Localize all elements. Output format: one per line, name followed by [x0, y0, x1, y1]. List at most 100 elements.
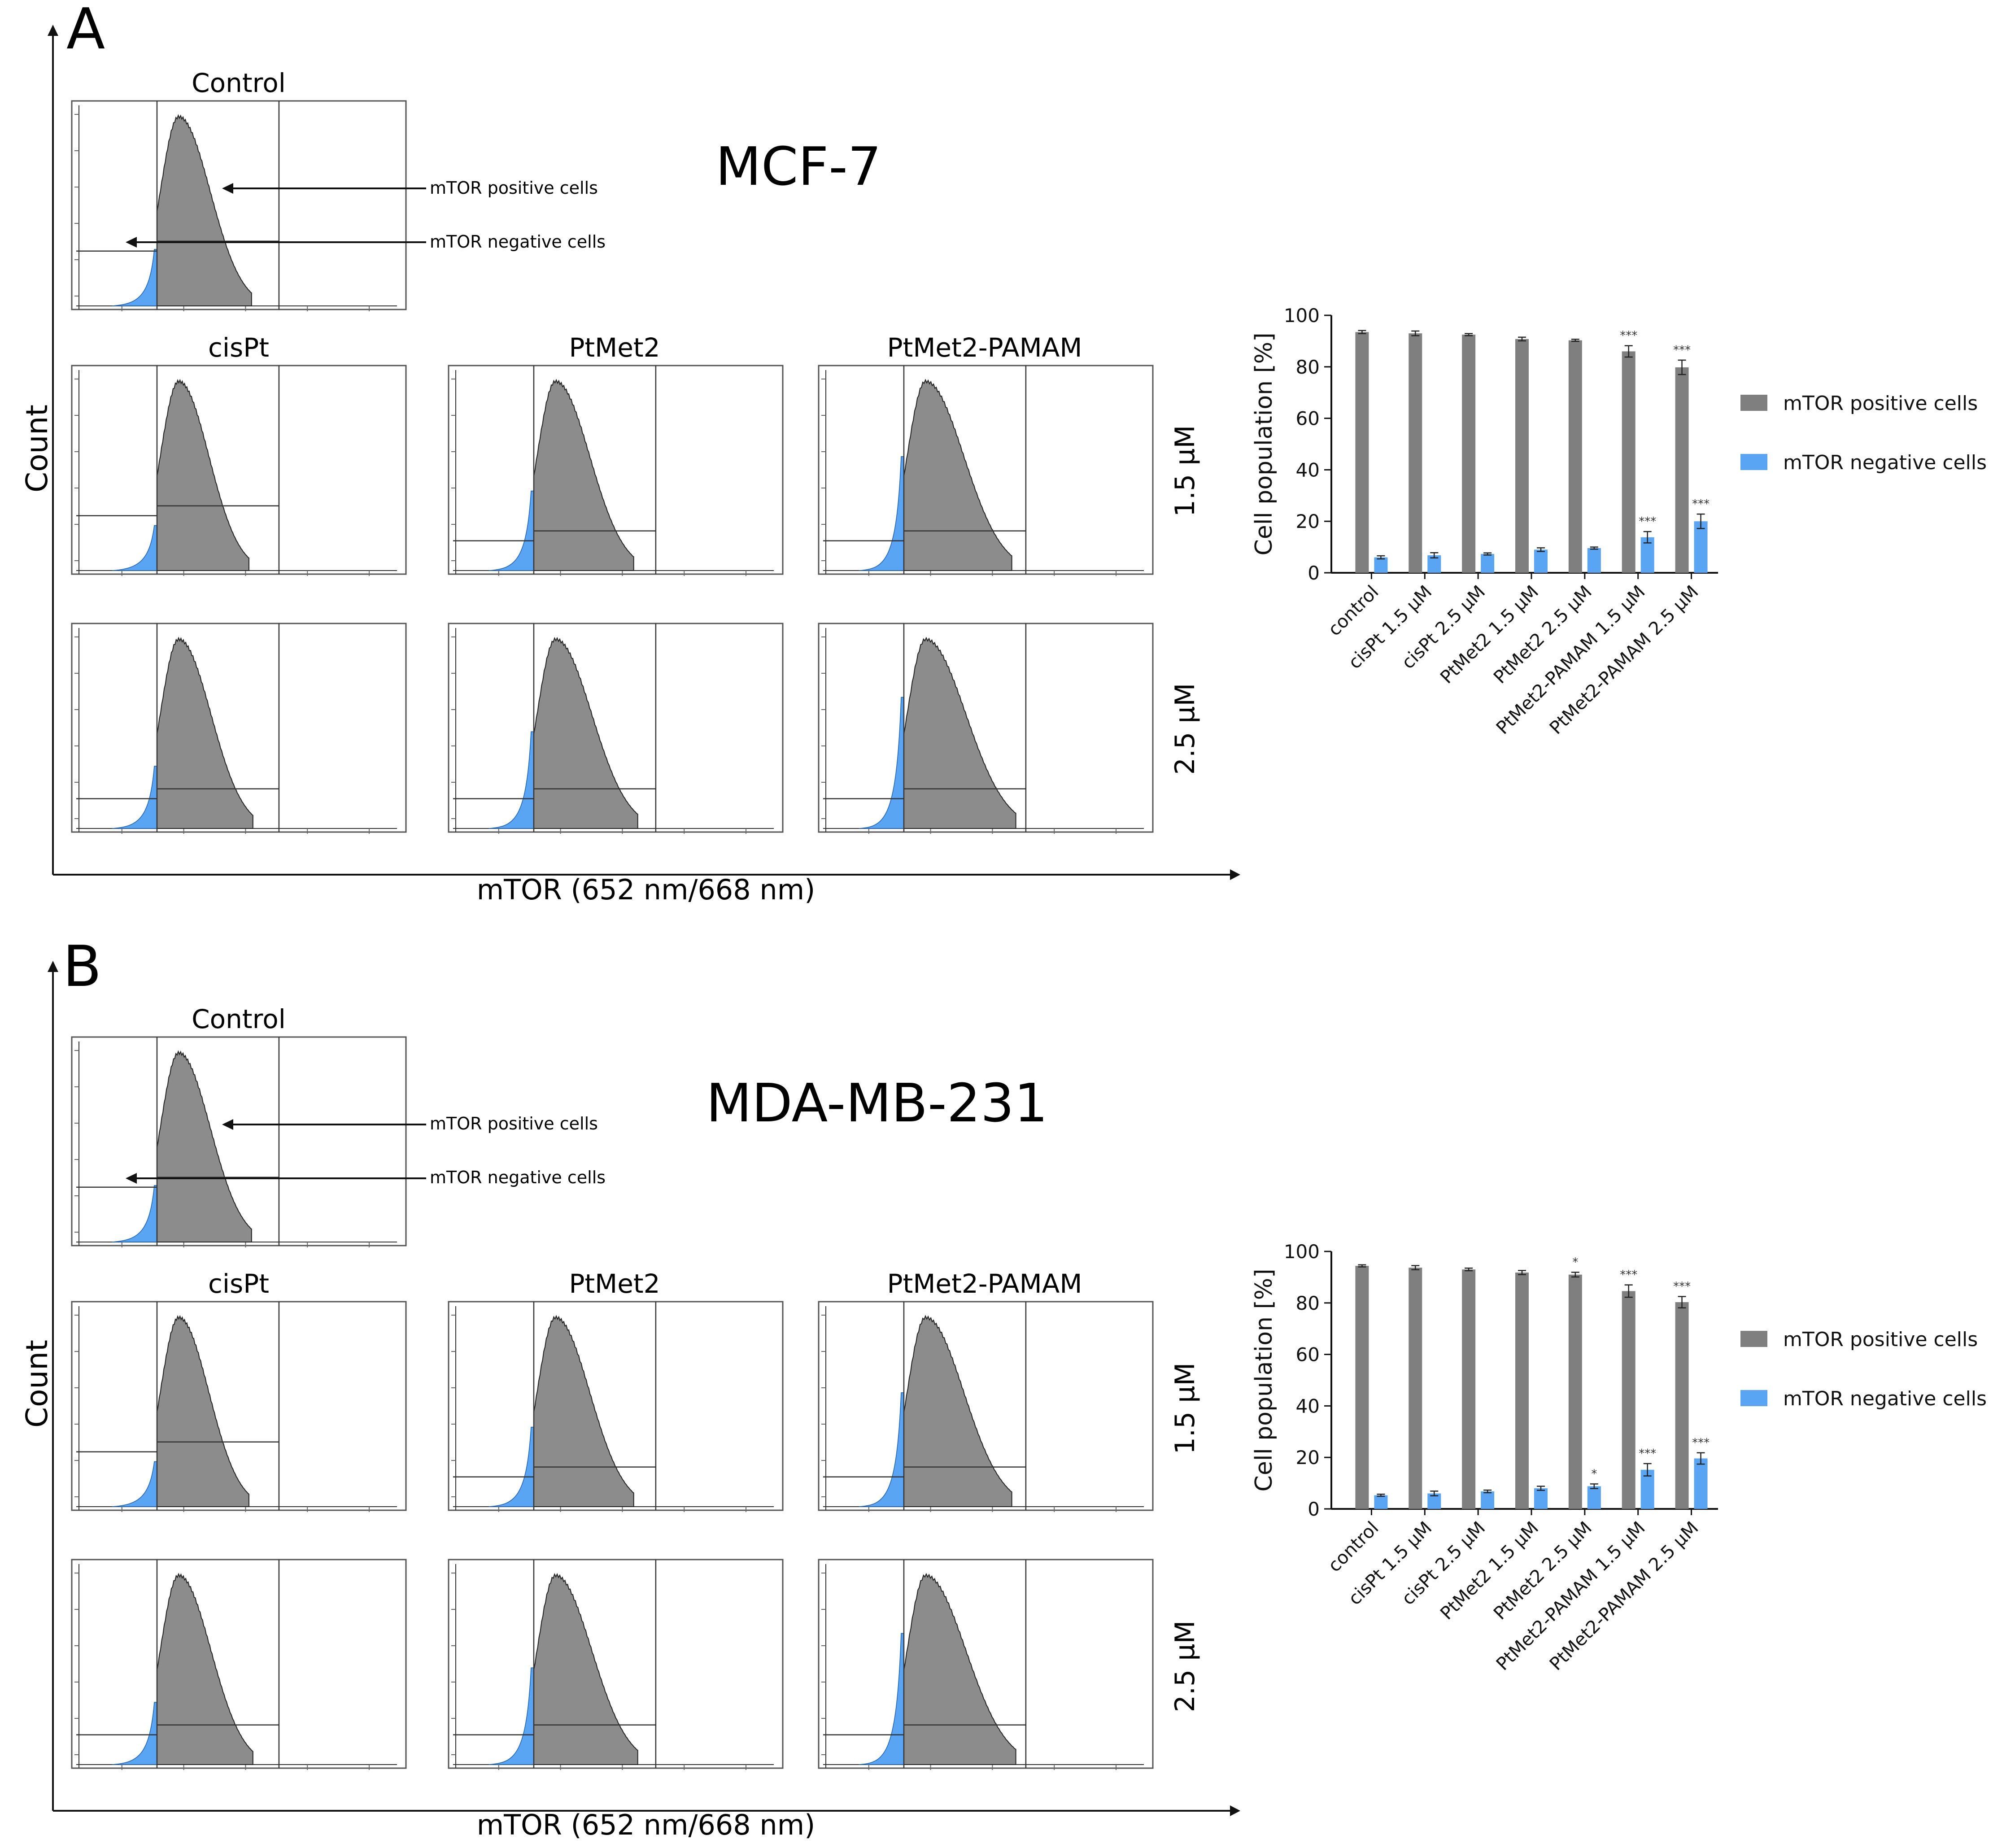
cell-line-title: MDA-MB-231 [706, 1072, 1048, 1134]
legend-swatch [1740, 395, 1767, 411]
histogram-plot [818, 1301, 1154, 1512]
cell-line-title: MCF-7 [715, 135, 881, 197]
significance-label: * [1591, 1467, 1597, 1481]
bar [1534, 549, 1548, 573]
row-label-2-5: 2.5 μM [1169, 683, 1201, 775]
significance-label: *** [1639, 515, 1656, 528]
histogram-plot [448, 365, 784, 576]
chart-y-label: Cell population [%] [1251, 333, 1278, 556]
histogram-negative [859, 697, 904, 829]
histogram-positive [903, 636, 1016, 829]
bar [1462, 335, 1476, 573]
control-title: Control [192, 68, 286, 98]
column-title-ptmet2-pamam: PtMet2-PAMAM [887, 332, 1082, 363]
chart-x-tick-label: PtMet2 2.5 μM [1490, 582, 1596, 688]
histogram-positive [533, 1315, 634, 1507]
chart-y-tick-label: 60 [1296, 408, 1320, 430]
histogram-negative [488, 1426, 534, 1507]
column-title-cispt: cisPt [208, 332, 269, 363]
chart-y-tick-label: 40 [1296, 459, 1320, 481]
significance-label: * [1572, 1255, 1578, 1269]
row-label-1-5: 1.5 μM [1169, 425, 1201, 517]
histogram-plot [71, 365, 407, 576]
chart-y-tick-label: 20 [1296, 1447, 1320, 1469]
axis-y-arrowhead [48, 25, 58, 36]
histogram-positive [157, 379, 249, 571]
histogram-plot [71, 623, 407, 834]
plot-frame [818, 1301, 1154, 1511]
histogram-positive [157, 114, 252, 306]
bar [1355, 1266, 1369, 1509]
histogram-positive [157, 1050, 252, 1242]
histogram-negative [488, 490, 534, 571]
annotation-negative: mTOR negative cells [430, 232, 606, 252]
chart-x-tick-label: PtMet2 1.5 μM [1436, 582, 1543, 688]
significance-label: *** [1620, 1268, 1637, 1282]
bar [1587, 1486, 1601, 1509]
histogram-positive [903, 1315, 1012, 1507]
histogram-positive [157, 1315, 249, 1507]
column-title-ptmet2-pamam: PtMet2-PAMAM [887, 1268, 1082, 1299]
legend-swatch [1740, 454, 1767, 470]
plot-frame [71, 1301, 407, 1511]
annotation-arrowhead [222, 183, 233, 194]
panel-b: B MDA-MB-231 Count mTOR (652 nm/668 nm) … [20, 933, 1987, 1841]
histogram-positive [157, 1573, 253, 1765]
chart-x-tick-label: PtMet2 2.5 μM [1490, 1518, 1596, 1624]
histogram-plot [448, 623, 784, 834]
column-title-cispt: cisPt [208, 1268, 269, 1299]
significance-label: *** [1692, 1436, 1710, 1450]
chart-x-tick-label: PtMet2 1.5 μM [1436, 1518, 1543, 1624]
histogram-plot [818, 1559, 1154, 1770]
histogram-plot [818, 365, 1154, 576]
bar [1534, 1488, 1548, 1509]
bar [1622, 1291, 1635, 1509]
histogram-negative [859, 1392, 904, 1507]
histogram-positive [157, 636, 253, 829]
chart-y-tick-label: 40 [1296, 1395, 1320, 1417]
significance-label: *** [1620, 329, 1637, 343]
histogram-positive [533, 636, 638, 829]
chart-y-tick-label: 0 [1308, 1498, 1320, 1520]
bar [1675, 1302, 1689, 1509]
histogram-negative [112, 766, 157, 829]
bar [1374, 557, 1388, 573]
axis-x-arrowhead [1230, 869, 1240, 880]
legend-label: mTOR positive cells [1783, 1328, 1978, 1351]
chart-y-tick-label: 80 [1296, 356, 1320, 378]
histogram-negative [488, 731, 534, 829]
histogram-negative [112, 525, 157, 571]
y-axis-label: Count [20, 405, 54, 493]
bar [1675, 367, 1689, 573]
histogram-plot [71, 1036, 407, 1247]
significance-label: *** [1673, 1280, 1691, 1293]
bar [1409, 1268, 1422, 1509]
histogram-plot [71, 1301, 407, 1512]
chart-y-label: Cell population [%] [1251, 1269, 1278, 1492]
legend-label: mTOR negative cells [1783, 451, 1987, 474]
column-title-ptmet2: PtMet2 [569, 332, 660, 363]
bar [1568, 340, 1582, 573]
histogram-plot [448, 1301, 784, 1512]
legend-swatch [1740, 1331, 1767, 1347]
bar [1481, 554, 1495, 573]
axis-y-arrowhead [48, 961, 58, 972]
panel-a: A MCF-7 Count mTOR (652 nm/668 nm) Contr… [20, 0, 1987, 906]
significance-label: *** [1639, 1447, 1656, 1460]
chart-y-tick-label: 60 [1296, 1344, 1320, 1366]
significance-label: *** [1673, 344, 1691, 357]
annotation-positive: mTOR positive cells [430, 1114, 598, 1133]
chart-y-tick-label: 20 [1296, 510, 1320, 532]
histogram-negative [859, 1633, 904, 1765]
legend-label: mTOR positive cells [1783, 392, 1978, 415]
histogram-plot [71, 100, 407, 311]
axis-x-arrowhead [1230, 1805, 1240, 1816]
panel-letter: B [63, 933, 101, 999]
bar [1568, 1274, 1582, 1509]
row-label-2-5: 2.5 μM [1169, 1621, 1201, 1712]
histogram-negative [112, 1185, 157, 1242]
histogram-plot [71, 1559, 407, 1770]
histogram-negative [112, 1461, 157, 1507]
